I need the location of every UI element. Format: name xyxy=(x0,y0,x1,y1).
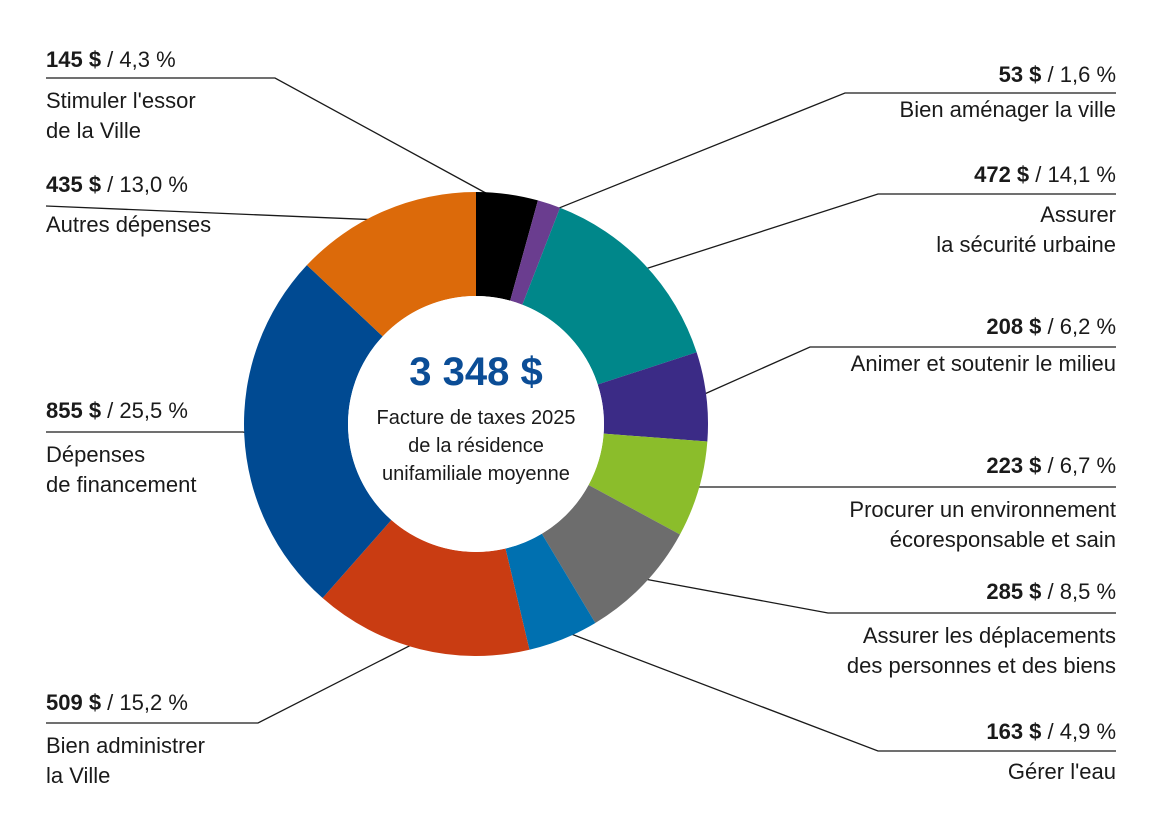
slice-name-label-8-2: la Ville xyxy=(46,763,110,788)
slice-name-label-6-1: Assurer les déplacements xyxy=(863,623,1116,648)
leader-lines xyxy=(45,77,1116,752)
donut-slice-10 xyxy=(306,192,476,337)
center-caption-line-2: de la résidence xyxy=(408,435,544,457)
slice-name-label-3-2: la sécurité urbaine xyxy=(936,232,1116,257)
slice-labels: 145 $ / 4,3 % Stimuler l'essor de la Ville… xyxy=(46,47,1116,788)
slice-value-label-8: 509 $ / 15,2 % xyxy=(46,690,188,715)
slice-name-label-4-1: Animer et soutenir le milieu xyxy=(851,351,1116,376)
leader-line-3 xyxy=(637,193,1116,273)
leader-line-1 xyxy=(46,77,507,205)
donut-hole xyxy=(348,296,604,552)
slice-value-label-3: 472 $ / 14,1 % xyxy=(974,162,1116,187)
slice-value-label-9: 855 $ / 25,5 % xyxy=(46,398,188,423)
slice-name-label-3-1: Assurer xyxy=(1040,202,1116,227)
leader-line-6 xyxy=(636,576,1116,614)
slice-name-label-1-2: de la Ville xyxy=(46,118,141,143)
donut-slice-2 xyxy=(510,200,561,305)
leader-line-7 xyxy=(559,628,1116,752)
slice-value-label-2: 53 $ / 1,6 % xyxy=(999,62,1116,87)
slice-name-label-9-2: de financement xyxy=(46,472,196,497)
donut-slice-4 xyxy=(597,352,708,442)
slice-name-label-5-1: Procurer un environnement xyxy=(849,497,1116,522)
donut-slice-3 xyxy=(522,207,697,385)
slice-value-label-7: 163 $ / 4,9 % xyxy=(986,719,1116,744)
slice-name-label-6-2: des personnes et des biens xyxy=(847,653,1116,678)
donut-slice-6 xyxy=(541,484,681,623)
center-total: 3 348 $ xyxy=(409,350,542,394)
donut-slice-7 xyxy=(505,533,596,650)
leader-line-4 xyxy=(696,346,1116,399)
slice-value-label-4: 208 $ / 6,2 % xyxy=(986,314,1116,339)
donut-slice-8 xyxy=(322,520,530,656)
leader-line-9 xyxy=(46,431,255,436)
donut-slice-9 xyxy=(243,265,392,599)
leader-line-2 xyxy=(545,92,1116,214)
slice-name-label-2-1: Bien aménager la ville xyxy=(900,97,1116,122)
donut-slice-5 xyxy=(588,433,708,535)
slice-name-label-7-1: Gérer l'eau xyxy=(1008,759,1116,784)
slice-value-label-10: 435 $ / 13,0 % xyxy=(46,172,188,197)
slice-name-label-8-1: Bien administrer xyxy=(46,733,205,758)
donut-slice-1 xyxy=(476,192,538,301)
center-caption-line-3: unifamiliale moyenne xyxy=(382,463,570,485)
slice-value-label-5: 223 $ / 6,7 % xyxy=(986,453,1116,478)
donut-slices xyxy=(243,192,708,656)
leader-line-8 xyxy=(46,638,423,724)
slice-name-label-5-2: écoresponsable et sain xyxy=(890,527,1116,552)
center-caption-line-1: Facture de taxes 2025 xyxy=(376,407,575,429)
slice-name-label-1-1: Stimuler l'essor xyxy=(46,88,196,113)
slice-name-label-9-1: Dépenses xyxy=(46,442,145,467)
slice-value-label-6: 285 $ / 8,5 % xyxy=(986,579,1116,604)
leader-line-10 xyxy=(45,205,388,221)
donut-center: 3 348 $ Facture de taxes 2025 de la rési… xyxy=(376,350,575,485)
slice-value-label-1: 145 $ / 4,3 % xyxy=(46,47,176,72)
slice-name-label-10-1: Autres dépenses xyxy=(46,212,211,237)
